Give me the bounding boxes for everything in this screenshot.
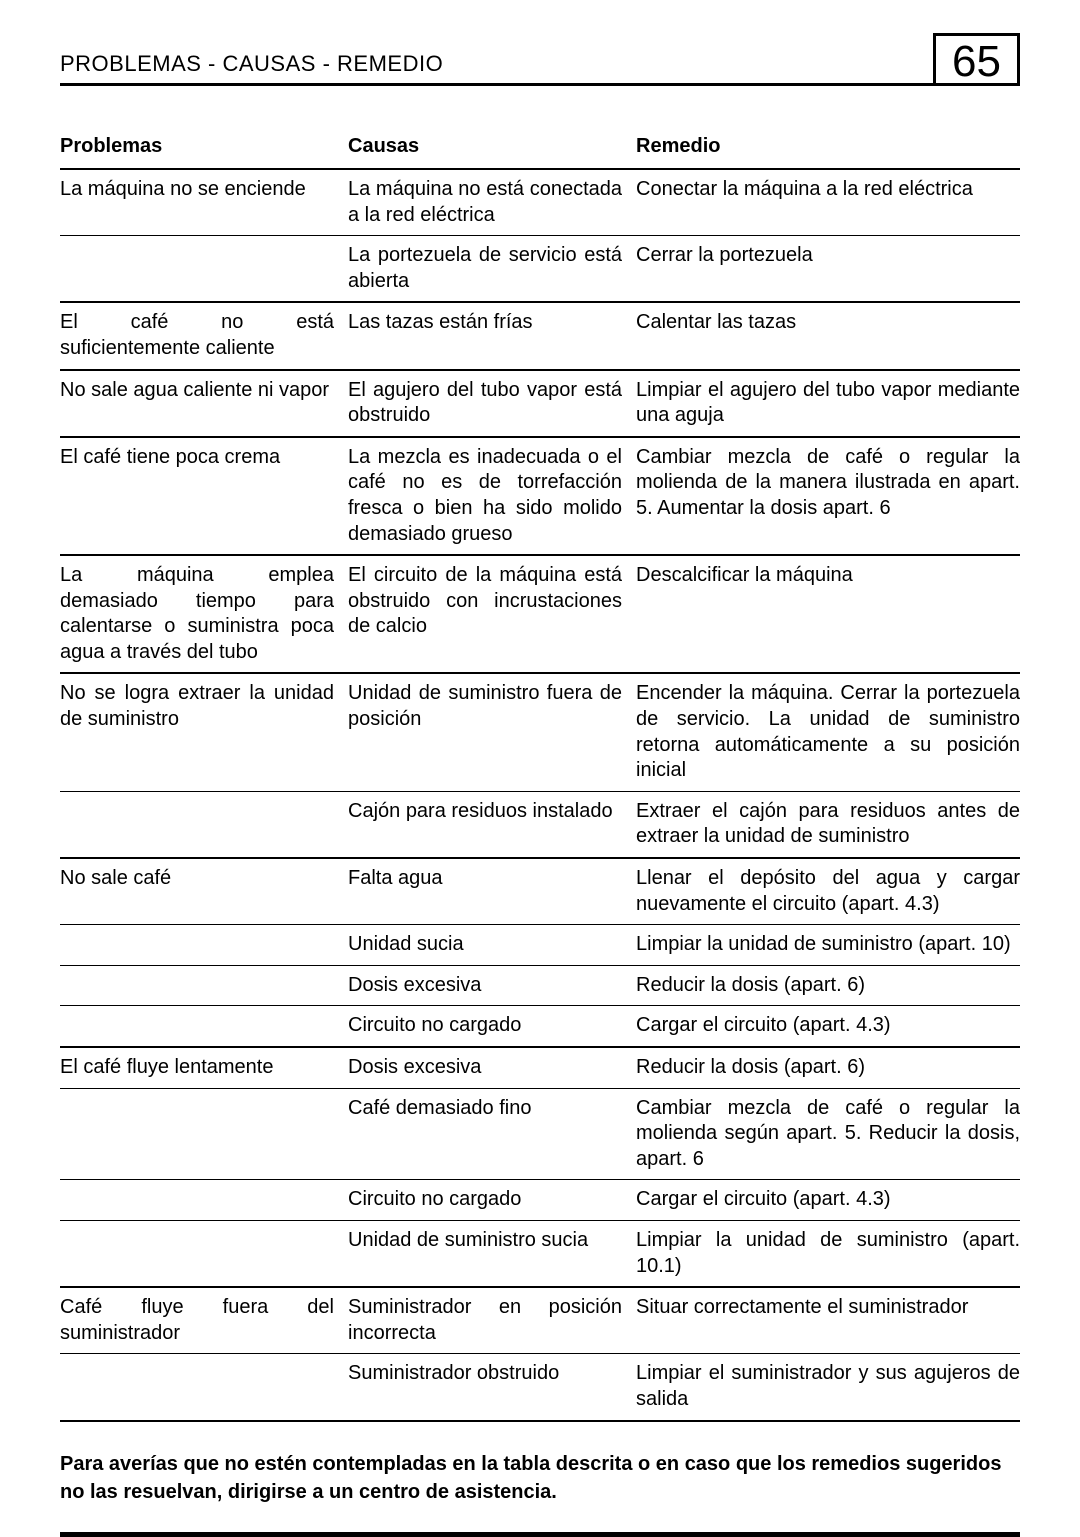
cell-remedy: Cargar el circuito (apart. 4.3)	[636, 1006, 1020, 1047]
cell-problem	[60, 1088, 348, 1180]
cell-cause: Cajón para residuos instalado	[348, 791, 636, 858]
cell-problem: No sale agua caliente ni vapor	[60, 370, 348, 437]
cell-remedy: Reducir la dosis (apart. 6)	[636, 965, 1020, 1006]
table-row: Café demasiado finoCambiar mezcla de caf…	[60, 1088, 1020, 1180]
table-row: Circuito no cargadoCargar el circuito (a…	[60, 1006, 1020, 1047]
header-remedy: Remedio	[636, 126, 1020, 169]
cell-cause: Unidad de suministro fuera de posición	[348, 673, 636, 791]
cell-cause: Unidad sucia	[348, 925, 636, 966]
cell-cause: Unidad de suministro sucia	[348, 1220, 636, 1287]
table-row: El café tiene poca cremaLa mezcla es ina…	[60, 437, 1020, 555]
section-title: PROBLEMAS - CAUSAS - REMEDIO	[60, 51, 443, 77]
cell-problem	[60, 236, 348, 303]
table-row: Circuito no cargadoCargar el circuito (a…	[60, 1180, 1020, 1221]
table-row: No sale caféFalta aguaLlenar el depósito…	[60, 858, 1020, 925]
table-row: La portezuela de servicio está abiertaCe…	[60, 236, 1020, 303]
cell-remedy: Situar correctamente el suministrador	[636, 1287, 1020, 1354]
cell-cause: Circuito no cargado	[348, 1006, 636, 1047]
cell-problem: La máquina emplea demasiado tiempo para …	[60, 555, 348, 673]
cell-remedy: Cambiar mezcla de café o regular la moli…	[636, 1088, 1020, 1180]
troubleshooting-table: Problemas Causas Remedio La máquina no s…	[60, 126, 1020, 1421]
cell-remedy: Calentar las tazas	[636, 302, 1020, 369]
table-row: No se logra extraer la unidad de suminis…	[60, 673, 1020, 791]
cell-cause: Dosis excesiva	[348, 1047, 636, 1088]
cell-remedy: Limpiar el suministrador y sus agujeros …	[636, 1354, 1020, 1421]
table-row: Unidad de suministro suciaLimpiar la uni…	[60, 1220, 1020, 1287]
cell-remedy: Extraer el cajón para residuos antes de …	[636, 791, 1020, 858]
cell-cause: El circuito de la máquina está obstruido…	[348, 555, 636, 673]
cell-remedy: Cargar el circuito (apart. 4.3)	[636, 1180, 1020, 1221]
table-row: El café fluye lentamenteDosis excesivaRe…	[60, 1047, 1020, 1088]
table-row: La máquina no se enciendeLa máquina no e…	[60, 169, 1020, 236]
cell-cause: La mezcla es inadecuada o el café no es …	[348, 437, 636, 555]
cell-problem: El café tiene poca crema	[60, 437, 348, 555]
table-row: La máquina emplea demasiado tiempo para …	[60, 555, 1020, 673]
cell-problem	[60, 925, 348, 966]
table-row: Suministrador obstruidoLimpiar el sumini…	[60, 1354, 1020, 1421]
cell-problem: Café fluye fuera del suministrador	[60, 1287, 348, 1354]
cell-cause: Café demasiado fino	[348, 1088, 636, 1180]
cell-cause: Falta agua	[348, 858, 636, 925]
cell-problem: El café no está suficientemente caliente	[60, 302, 348, 369]
cell-problem	[60, 1354, 348, 1421]
page-number: 65	[933, 33, 1020, 86]
cell-cause: Suministrador en posición incorrecta	[348, 1287, 636, 1354]
cell-remedy: Encender la máquina. Cerrar la portezuel…	[636, 673, 1020, 791]
table-row: Dosis excesivaReducir la dosis (apart. 6…	[60, 965, 1020, 1006]
cell-remedy: Limpiar la unidad de suministro (apart. …	[636, 925, 1020, 966]
table-row: Café fluye fuera del suministradorSumini…	[60, 1287, 1020, 1354]
cell-remedy: Conectar la máquina a la red eléctrica	[636, 169, 1020, 236]
cell-remedy: Cambiar mezcla de café o regular la moli…	[636, 437, 1020, 555]
cell-problem: No se logra extraer la unidad de suminis…	[60, 673, 348, 791]
cell-problem: La máquina no se enciende	[60, 169, 348, 236]
cell-problem	[60, 1220, 348, 1287]
cell-problem	[60, 791, 348, 858]
cell-remedy: Descalcificar la máquina	[636, 555, 1020, 673]
cell-remedy: Llenar el depósito del agua y cargar nue…	[636, 858, 1020, 925]
cell-cause: Circuito no cargado	[348, 1180, 636, 1221]
cell-problem: El café fluye lentamente	[60, 1047, 348, 1088]
table-row: Cajón para residuos instaladoExtraer el …	[60, 791, 1020, 858]
cell-remedy: Limpiar la unidad de suministro (apart. …	[636, 1220, 1020, 1287]
cell-problem	[60, 965, 348, 1006]
cell-remedy: Cerrar la portezuela	[636, 236, 1020, 303]
table-row: El café no está suficientemente caliente…	[60, 302, 1020, 369]
cell-cause: La portezuela de servicio está abierta	[348, 236, 636, 303]
table-row: No sale agua caliente ni vaporEl agujero…	[60, 370, 1020, 437]
table-row: Unidad suciaLimpiar la unidad de suminis…	[60, 925, 1020, 966]
footer-note: Para averías que no estén contempladas e…	[60, 1450, 1020, 1537]
cell-cause: La máquina no está conectada a la red el…	[348, 169, 636, 236]
cell-cause: El agujero del tubo vapor está obstruido	[348, 370, 636, 437]
cell-cause: Suministrador obstruido	[348, 1354, 636, 1421]
header-problems: Problemas	[60, 126, 348, 169]
cell-problem	[60, 1180, 348, 1221]
cell-problem	[60, 1006, 348, 1047]
cell-cause: Las tazas están frías	[348, 302, 636, 369]
cell-cause: Dosis excesiva	[348, 965, 636, 1006]
page-header: PROBLEMAS - CAUSAS - REMEDIO 65	[60, 30, 1020, 86]
cell-remedy: Limpiar el agujero del tubo vapor median…	[636, 370, 1020, 437]
cell-problem: No sale café	[60, 858, 348, 925]
cell-remedy: Reducir la dosis (apart. 6)	[636, 1047, 1020, 1088]
table-header-row: Problemas Causas Remedio	[60, 126, 1020, 169]
header-causes: Causas	[348, 126, 636, 169]
